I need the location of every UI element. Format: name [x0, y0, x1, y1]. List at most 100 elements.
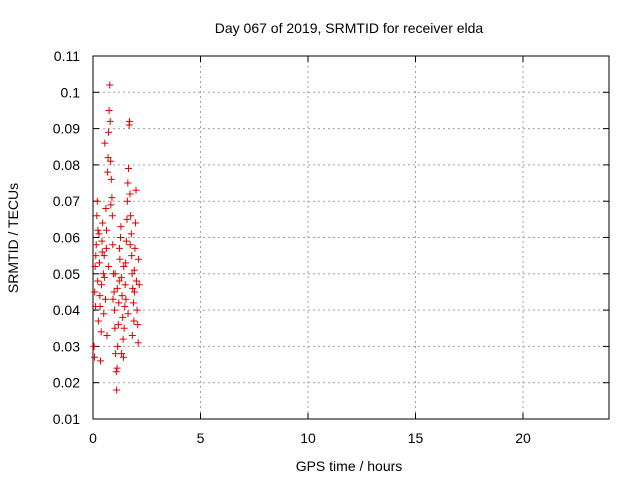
data-point: [120, 263, 128, 271]
data-point: [122, 259, 130, 267]
data-point: [96, 302, 104, 310]
data-point: [118, 292, 126, 300]
data-point: [90, 342, 98, 350]
x-axis-label: GPS time / hours: [296, 458, 403, 474]
data-point: [105, 106, 113, 114]
data-point: [100, 252, 108, 260]
data-point: [106, 117, 114, 125]
grid-lines: [93, 56, 609, 419]
x-tick-label: 20: [515, 430, 531, 446]
data-point: [102, 244, 110, 252]
data-point: [120, 324, 128, 332]
data-point: [100, 273, 108, 281]
x-tick-label: 15: [408, 430, 424, 446]
data-point: [132, 277, 140, 285]
data-point: [95, 230, 103, 238]
data-point: [132, 186, 140, 194]
data-point: [112, 350, 120, 358]
x-tick-label: 0: [89, 430, 97, 446]
data-point: [103, 226, 111, 234]
y-tick-label: 0.09: [53, 121, 80, 137]
data-point: [135, 281, 143, 289]
data-point: [119, 313, 127, 321]
data-point: [91, 263, 99, 271]
data-point: [123, 197, 131, 205]
data-point: [93, 212, 101, 220]
data-point: [121, 281, 129, 289]
data-point: [118, 350, 126, 358]
data-point: [104, 154, 112, 162]
data-point: [107, 201, 115, 209]
data-point: [104, 128, 112, 136]
data-point: [101, 295, 109, 303]
data-point: [104, 168, 112, 176]
y-tick-label: 0.04: [53, 302, 80, 318]
data-point: [130, 288, 138, 296]
data-point: [132, 219, 140, 227]
data-point: [129, 299, 137, 307]
data-point: [111, 306, 118, 314]
data-point: [102, 204, 110, 212]
x-tick-labels: 0 5 10 15 20: [89, 430, 531, 446]
data-point: [106, 81, 114, 89]
data-point: [92, 241, 100, 249]
data-point: [128, 332, 136, 340]
data-point: [95, 259, 103, 267]
data-point: [99, 270, 107, 278]
data-point: [98, 237, 106, 245]
chart-title: Day 067 of 2019, SRMTID for receiver eld…: [215, 20, 484, 36]
data-point: [94, 226, 102, 234]
data-point: [115, 244, 123, 252]
data-point: [122, 237, 130, 245]
data-point: [98, 248, 106, 256]
data-point: [105, 263, 113, 271]
data-point: [126, 241, 134, 249]
data-point: [128, 270, 136, 278]
data-point: [103, 332, 111, 340]
data-point: [114, 321, 122, 329]
data-point: [94, 317, 102, 325]
y-tick-label: 0.05: [53, 266, 80, 282]
data-point: [121, 302, 129, 310]
data-point: [133, 306, 141, 314]
data-point: [91, 353, 99, 361]
data-point: [114, 342, 122, 350]
data-point: [94, 277, 102, 285]
data-point: [134, 321, 142, 329]
data-point: [120, 353, 128, 361]
data-point: [117, 273, 125, 281]
data-point: [134, 339, 142, 347]
y-tick-label: 0.11: [54, 48, 80, 64]
data-point: [107, 157, 115, 165]
data-point: [126, 190, 134, 198]
data-point: [109, 295, 117, 303]
data-point: [111, 324, 119, 332]
data-point: [99, 219, 107, 227]
data-point: [111, 270, 119, 278]
data-point: [122, 295, 130, 303]
y-tick-label: 0.03: [53, 338, 80, 354]
x-tick-label: 5: [197, 430, 205, 446]
data-point: [93, 197, 101, 205]
data-point: [126, 117, 134, 125]
data-point: [117, 234, 125, 241]
plot-frame: [92, 55, 610, 420]
data-point: [115, 277, 123, 285]
x-tick-label: 10: [300, 430, 316, 446]
data-point: [113, 364, 121, 372]
data-point: [98, 281, 106, 289]
data-point: [108, 194, 116, 202]
data-point: [116, 255, 124, 263]
data-point: [91, 288, 99, 296]
data-point: [110, 288, 118, 296]
data-point: [115, 299, 123, 307]
data-point: [123, 215, 131, 223]
data-point: [97, 357, 105, 365]
data-point: [100, 310, 108, 318]
data-point: [96, 292, 104, 300]
data-point: [101, 139, 109, 147]
data-point: [108, 212, 116, 220]
data-point: [130, 266, 138, 274]
data-point: [135, 255, 143, 263]
